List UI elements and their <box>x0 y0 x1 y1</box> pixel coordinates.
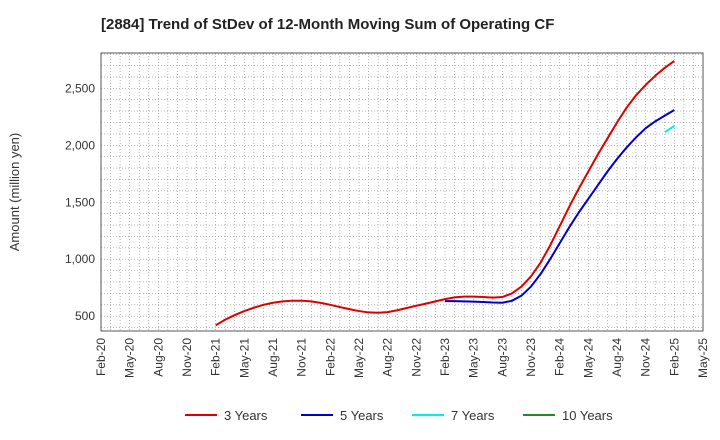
x-tick-label: Aug-21 <box>266 338 280 377</box>
x-tick-label: Feb-24 <box>553 338 567 376</box>
legend: 3 Years 5 Years 7 Years 10 Years <box>185 408 613 423</box>
series-line-7-years <box>664 125 675 134</box>
x-tick-label: Nov-24 <box>639 338 653 377</box>
x-tick-label: May-25 <box>696 338 710 378</box>
chart-title: [2884] Trend of StDev of 12-Month Moving… <box>101 16 554 33</box>
y-tick-label: 1,500 <box>65 195 95 209</box>
series-line-3-years <box>215 60 675 327</box>
x-tick-label: Nov-22 <box>409 338 423 377</box>
x-tick-label: Aug-23 <box>495 338 509 377</box>
x-tick-label: Nov-20 <box>180 338 194 377</box>
series-line-5-years <box>445 109 675 304</box>
plot-area <box>100 52 704 332</box>
y-axis-label: Amount (million yen) <box>7 133 22 252</box>
x-tick-label: Nov-23 <box>524 338 538 377</box>
x-tick-label: Aug-24 <box>610 338 624 377</box>
legend-label: 7 Years <box>451 408 495 423</box>
x-tick-labels: Feb-20 May-20 Aug-20 Nov-20 Feb-21 May-21 Aug-… <box>94 338 710 378</box>
y-tick-label: 500 <box>75 309 95 323</box>
x-tick-label: Feb-25 <box>667 338 681 376</box>
gridlines <box>101 53 703 331</box>
x-tick-label: Aug-22 <box>381 338 395 377</box>
x-tick-label: Feb-23 <box>438 338 452 376</box>
x-tick-label: May-20 <box>123 338 137 378</box>
legend-label: 10 Years <box>562 408 613 423</box>
legend-label: 3 Years <box>224 408 268 423</box>
series-lines <box>215 60 675 327</box>
x-tick-label: May-23 <box>467 338 481 378</box>
x-tick-label: May-22 <box>352 338 366 378</box>
x-tick-label: May-24 <box>581 338 595 378</box>
y-tick-label: 2,000 <box>65 138 95 152</box>
x-tick-label: Nov-21 <box>295 338 309 377</box>
y-tick-label: 2,500 <box>65 81 95 95</box>
x-tick-label: May-21 <box>237 338 251 378</box>
legend-label: 5 Years <box>340 408 384 423</box>
x-tick-label: Feb-20 <box>94 338 108 376</box>
x-tick-label: Feb-21 <box>209 338 223 376</box>
y-tick-label: 1,000 <box>65 252 95 266</box>
x-tick-label: Aug-20 <box>151 338 165 377</box>
x-tick-label: Feb-22 <box>323 338 337 376</box>
y-tick-labels: 500 1,000 1,500 2,000 2,500 <box>65 81 95 323</box>
